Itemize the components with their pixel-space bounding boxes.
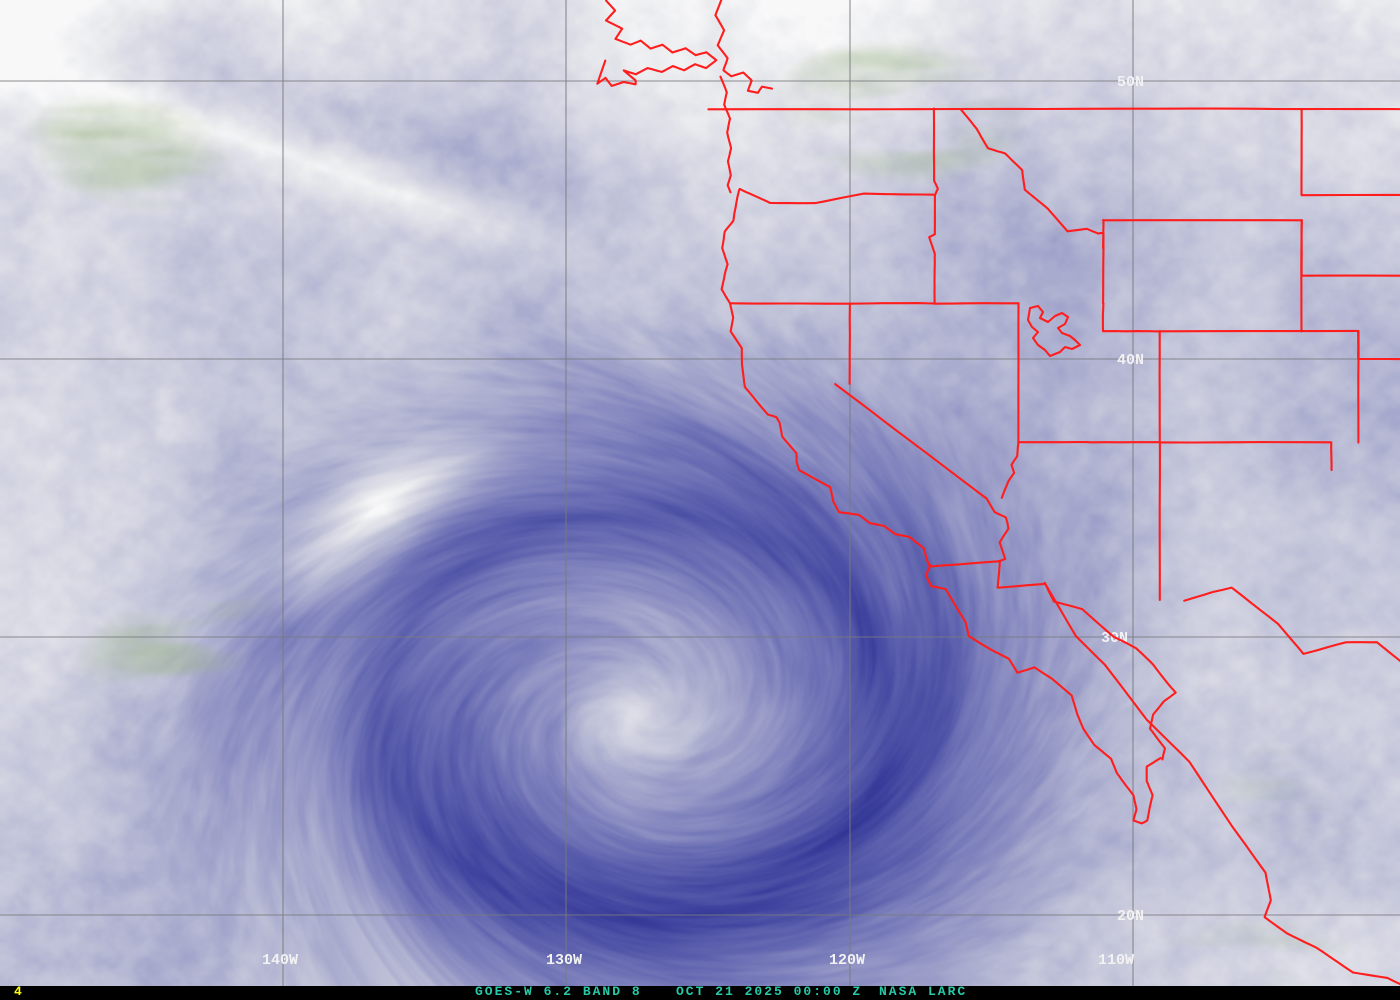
svg-text:40N: 40N	[1117, 352, 1144, 369]
svg-text:30N: 30N	[1101, 630, 1128, 647]
svg-text:140W: 140W	[262, 952, 298, 969]
svg-text:110W: 110W	[1098, 952, 1134, 969]
svg-text:20N: 20N	[1117, 908, 1144, 925]
svg-text:120W: 120W	[829, 952, 865, 969]
svg-text:50N: 50N	[1117, 74, 1144, 91]
svg-text:130W: 130W	[546, 952, 582, 969]
